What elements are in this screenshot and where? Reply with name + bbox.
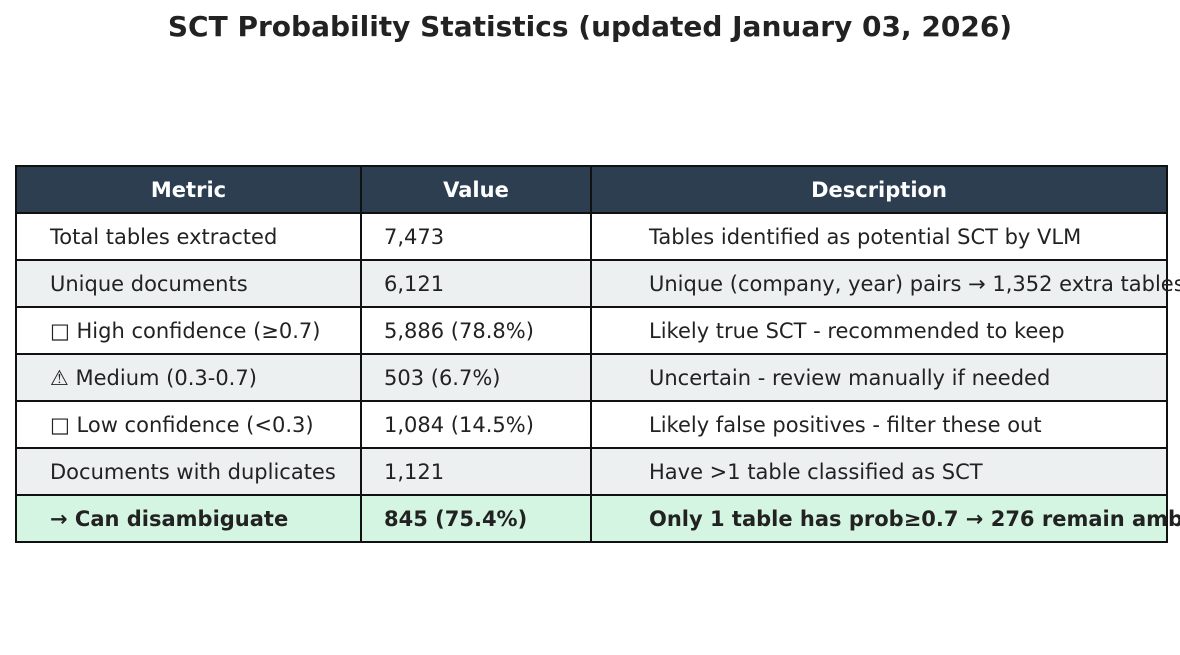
- metric-cell: □ Low confidence (<0.3): [15, 400, 362, 449]
- value-cell: 6,121: [360, 259, 592, 308]
- stats-table-container: Metric Value Description Total tables ex…: [15, 165, 1180, 555]
- description-text: Likely false positives - filter these ou…: [649, 412, 1042, 437]
- description-text: Likely true SCT - recommended to keep: [649, 318, 1065, 343]
- description-cell: Unique (company, year) pairs → 1,352 ext…: [590, 259, 1180, 308]
- table-row: □ Low confidence (<0.3) 1,084 (14.5%) Like…: [15, 400, 1168, 449]
- description-cell: Tables identified as potential SCT by VL…: [590, 212, 1168, 261]
- value-cell: 1,121: [360, 447, 592, 496]
- description-text: Unique (company, year) pairs → 1,352 ext…: [649, 271, 1180, 296]
- table-row: Total tables extracted 7,473 Tables identi…: [15, 212, 1168, 261]
- metric-cell: ⚠ Medium (0.3-0.7): [15, 353, 362, 402]
- column-header-description: Description: [590, 165, 1168, 214]
- table-row: ⚠ Medium (0.3-0.7) 503 (6.7%) Uncertain - …: [15, 353, 1168, 402]
- metric-cell: → Can disambiguate: [15, 494, 362, 543]
- metric-cell: Total tables extracted: [15, 212, 362, 261]
- stats-table: Metric Value Description Total tables ex…: [15, 165, 1180, 543]
- value-cell: 1,084 (14.5%): [360, 400, 592, 449]
- metric-cell: Documents with duplicates: [15, 447, 362, 496]
- description-text: Only 1 table has prob≥0.7 → 276 remain a…: [649, 506, 1180, 531]
- table-row: → Can disambiguate 845 (75.4%) Only 1 tabl…: [15, 494, 1180, 543]
- header-row: Metric Value Description: [15, 165, 1168, 214]
- description-text: Tables identified as potential SCT by VL…: [649, 224, 1082, 249]
- table-row: Unique documents 6,121 Unique (company, ye…: [15, 259, 1180, 308]
- page-title: SCT Probability Statistics (updated Janu…: [167, 10, 1013, 43]
- value-cell: 7,473: [360, 212, 592, 261]
- description-text: Uncertain - review manually if needed: [649, 365, 1051, 390]
- description-cell: Have >1 table classified as SCT: [590, 447, 1168, 496]
- column-header-metric: Metric: [15, 165, 362, 214]
- description-cell: Only 1 table has prob≥0.7 → 276 remain a…: [590, 494, 1180, 543]
- metric-cell: □ High confidence (≥0.7): [15, 306, 362, 355]
- value-cell: 845 (75.4%): [360, 494, 592, 543]
- description-cell: Likely true SCT - recommended to keep: [590, 306, 1168, 355]
- description-cell: Uncertain - review manually if needed: [590, 353, 1168, 402]
- table-body: Total tables extracted 7,473 Tables identi…: [15, 212, 1180, 543]
- description-cell: Likely false positives - filter these ou…: [590, 400, 1168, 449]
- metric-cell: Unique documents: [15, 259, 362, 308]
- column-header-value: Value: [360, 165, 592, 214]
- value-cell: 5,886 (78.8%): [360, 306, 592, 355]
- table-row: Documents with duplicates 1,121 Have >1 ta…: [15, 447, 1168, 496]
- description-text: Have >1 table classified as SCT: [649, 459, 983, 484]
- value-cell: 503 (6.7%): [360, 353, 592, 402]
- table-row: □ High confidence (≥0.7) 5,886 (78.8%) Lik…: [15, 306, 1168, 355]
